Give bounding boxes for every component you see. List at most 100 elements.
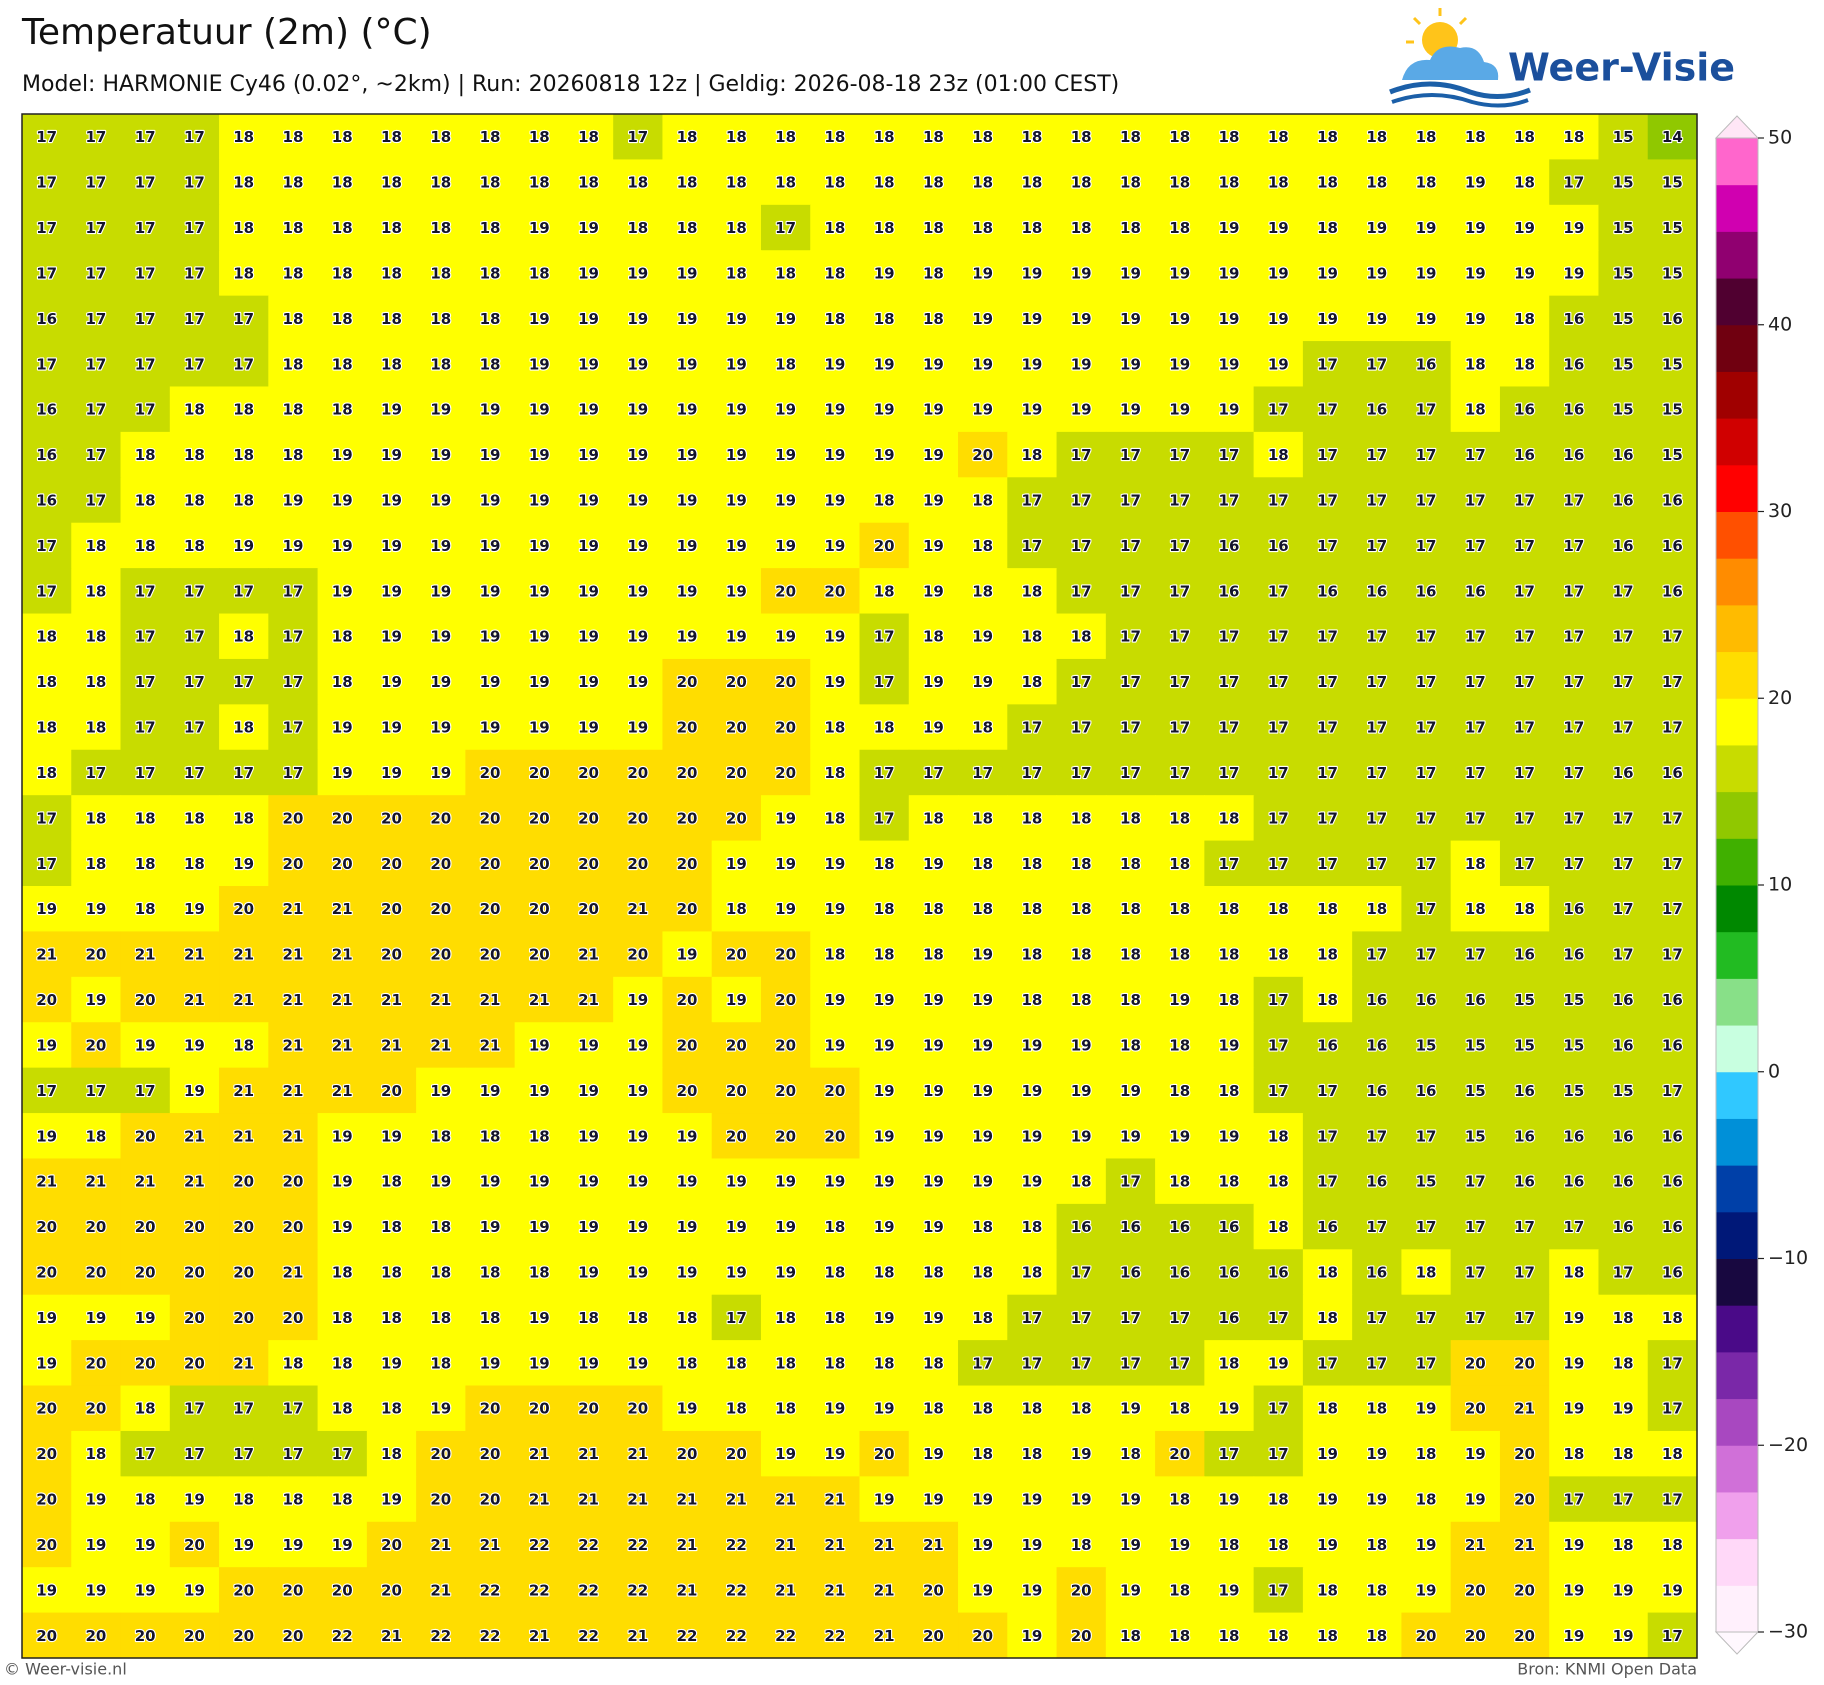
- grid-cell: [662, 477, 713, 524]
- cell-value: 16: [1662, 1127, 1683, 1145]
- colorbar-segment: [1716, 1305, 1758, 1353]
- colorbar-segment: [1716, 791, 1758, 839]
- cell-value: 15: [1662, 219, 1683, 237]
- grid-cell: [366, 976, 417, 1023]
- grid-cell: [22, 522, 72, 569]
- grid-cell: [1647, 341, 1698, 388]
- grid-cell: [760, 522, 811, 569]
- grid-cell: [613, 431, 664, 478]
- cell-value: 17: [1613, 719, 1634, 737]
- grid-cell: [1450, 250, 1501, 297]
- grid-cell: [1056, 250, 1107, 297]
- cell-value: 19: [1465, 219, 1486, 237]
- grid-cell: [1253, 749, 1304, 796]
- cell-value: 15: [1613, 219, 1634, 237]
- cell-value: 18: [1366, 174, 1387, 192]
- grid-cell: [1352, 477, 1403, 524]
- cell-value: 18: [1366, 128, 1387, 146]
- cell-value: 18: [283, 401, 304, 419]
- grid-cell: [1204, 749, 1255, 796]
- grid-cell: [1647, 795, 1698, 842]
- grid-cell: [958, 931, 1008, 978]
- grid-cell: [416, 658, 466, 705]
- grid-cell: [908, 431, 959, 478]
- cell-value: 19: [1366, 1445, 1387, 1463]
- cell-value: 18: [283, 128, 304, 146]
- cell-value: 17: [1071, 582, 1092, 600]
- grid-cell: [169, 658, 220, 705]
- grid-cell: [859, 976, 910, 1023]
- cell-value: 17: [283, 1400, 304, 1418]
- cell-value: 17: [1219, 855, 1240, 873]
- grid-cell: [465, 431, 516, 478]
- cell-value: 17: [233, 764, 254, 782]
- colorbar-segment: [1716, 885, 1758, 933]
- grid-cell: [958, 250, 1008, 297]
- grid-cell: [22, 159, 72, 206]
- grid-cell: [514, 295, 565, 342]
- cell-value: 17: [1465, 946, 1486, 964]
- cell-value: 19: [1465, 264, 1486, 282]
- grid-cell: [1549, 522, 1600, 569]
- grid-cell: [859, 886, 910, 933]
- grid-cell: [908, 522, 959, 569]
- grid-cell: [366, 1022, 417, 1069]
- cell-value: 18: [85, 1127, 106, 1145]
- cell-value: 17: [1465, 537, 1486, 555]
- cell-value: 17: [1465, 809, 1486, 827]
- cell-value: 18: [135, 809, 156, 827]
- cell-value: 20: [726, 1036, 747, 1054]
- cell-value: 17: [1219, 673, 1240, 691]
- cell-value: 21: [233, 1127, 254, 1145]
- grid-cell: [366, 931, 417, 978]
- cell-value: 19: [480, 1173, 501, 1191]
- cell-value: 17: [184, 128, 205, 146]
- cell-value: 16: [1366, 991, 1387, 1009]
- cell-value: 16: [1514, 1082, 1535, 1100]
- grid-cell: [366, 250, 417, 297]
- colorbar-segment: [1716, 838, 1758, 886]
- cell-value: 18: [85, 809, 106, 827]
- cell-value: 18: [1465, 128, 1486, 146]
- cell-value: 18: [775, 1309, 796, 1327]
- cell-value: 19: [775, 310, 796, 328]
- cell-value: 17: [135, 174, 156, 192]
- cell-value: 18: [332, 355, 353, 373]
- cell-value: 17: [1416, 946, 1437, 964]
- cell-value: 19: [1071, 355, 1092, 373]
- grid-cell: [1499, 568, 1550, 615]
- grid-cell: [1598, 613, 1649, 660]
- cell-value: 17: [1662, 900, 1683, 918]
- cell-value: 18: [726, 1354, 747, 1372]
- cell-value: 19: [1021, 1627, 1042, 1645]
- grid-cell: [1352, 250, 1403, 297]
- grid-cell: [465, 658, 516, 705]
- cell-value: 19: [36, 900, 57, 918]
- cell-value: 19: [529, 446, 550, 464]
- grid-cell: [1450, 341, 1501, 388]
- grid-cell: [219, 114, 269, 161]
- cell-value: 19: [726, 582, 747, 600]
- cell-value: 19: [824, 1036, 845, 1054]
- grid-cell: [514, 159, 565, 206]
- cell-value: 17: [36, 582, 57, 600]
- grid-cell: [1105, 295, 1156, 342]
- cell-value: 18: [972, 855, 993, 873]
- grid-cell: [1056, 568, 1107, 615]
- grid-cell: [760, 840, 811, 887]
- grid-cell: [563, 568, 614, 615]
- cell-value: 20: [874, 537, 895, 555]
- cell-value: 20: [1071, 1581, 1092, 1599]
- colorbar-segment: [1716, 1118, 1758, 1166]
- grid-cell: [1549, 159, 1600, 206]
- cell-value: 20: [677, 764, 698, 782]
- grid-cell: [1647, 931, 1698, 978]
- cell-value: 18: [824, 1309, 845, 1327]
- cell-value: 18: [1120, 1445, 1141, 1463]
- grid-cell: [71, 1022, 122, 1069]
- cell-value: 20: [283, 1218, 304, 1236]
- cell-value: 18: [184, 492, 205, 510]
- grid-cell: [810, 886, 861, 933]
- grid-cell: [1302, 568, 1353, 615]
